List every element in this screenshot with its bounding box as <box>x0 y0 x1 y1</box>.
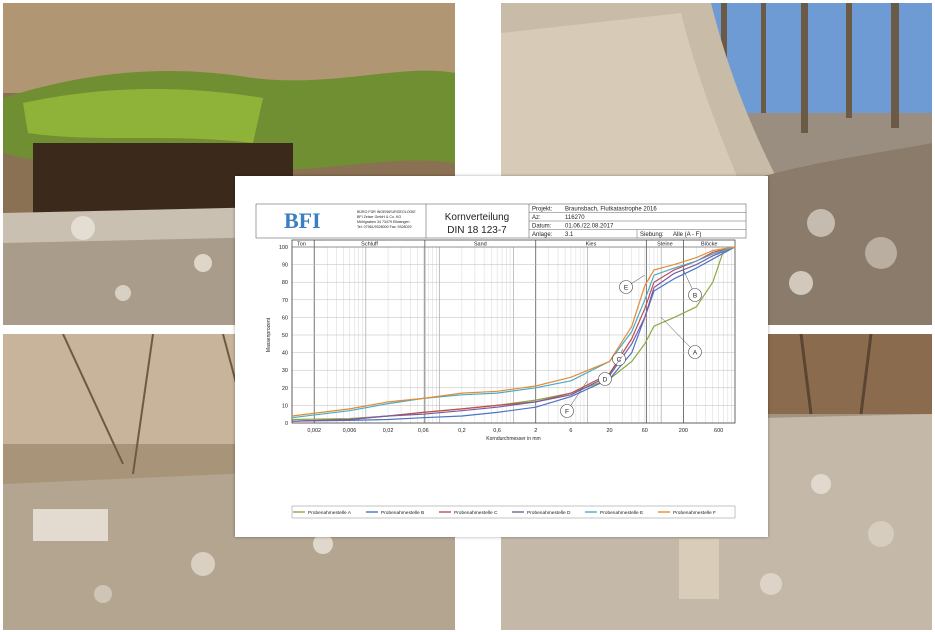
anlage-value: 3.1 <box>565 232 574 238</box>
company-line-3: Mühlgraben 34 73479 Ellwangen <box>357 220 410 224</box>
y-tick-label: 100 <box>279 245 288 251</box>
series-callouts: A B C D E F <box>560 269 702 418</box>
soil-class-label: Sand <box>474 242 487 248</box>
projekt-value: Braunsbach, Flutkatastrophe 2016 <box>565 207 657 213</box>
callout-label-A: A <box>693 349 698 356</box>
legend-entry-C: Probenahmestelle C <box>454 510 498 516</box>
company-line-1: BÜRO FÜR INGENIEURGEOLOGIE <box>357 210 416 214</box>
callout-label-F: F <box>565 408 569 415</box>
soil-class-label: Ton <box>297 242 306 248</box>
y-tick-label: 60 <box>282 315 288 321</box>
y-tick-label: 30 <box>282 368 288 374</box>
y-tick-label: 90 <box>282 263 288 269</box>
siebung-label: Siebung: <box>640 232 664 238</box>
legend-entry-E: Probenahmestelle E <box>600 510 643 516</box>
x-tick-label: 2 <box>534 428 537 434</box>
company-line-4: Tel: 07961/9328000 Fax: 9328029 <box>357 225 412 229</box>
x-tick-label: 6 <box>569 428 572 434</box>
datum-label: Datum: <box>532 224 552 230</box>
callout-circle-C <box>612 352 626 366</box>
y-tick-label: 70 <box>282 298 288 304</box>
chart-axes: 0 10 20 30 40 50 60 70 80 90 100 0,002 0,006 0,02 0,06… <box>266 239 736 442</box>
chart-legend: Probenahmestelle A Probenahmestelle B Prob… <box>291 505 736 519</box>
norm-label: DIN 18 123-7 <box>447 225 507 236</box>
company-line-2: BFI Zeiser GmbH & Co. KG <box>357 215 401 219</box>
x-tick-label: 200 <box>679 428 688 434</box>
callout-circle-F <box>560 404 574 418</box>
chart-title: Kornverteilung <box>445 212 509 223</box>
callout-circle-A <box>688 345 702 359</box>
soil-class-label: Steine <box>657 242 673 248</box>
callout-circle-B <box>688 288 702 302</box>
soil-class-label: Schluff <box>361 242 378 248</box>
legend-entry-F: Probenahmestelle F <box>673 510 716 516</box>
x-tick-label: 60 <box>642 428 648 434</box>
siebung-value: Alle (A - F) <box>673 232 701 238</box>
series-line-B <box>291 246 736 422</box>
series-line-D <box>291 246 736 422</box>
x-tick-label: 0,6 <box>493 428 501 434</box>
series-line-F <box>291 246 736 417</box>
callout-label-B: B <box>693 292 697 299</box>
y-tick-label: 80 <box>282 280 288 286</box>
az-label: Az: <box>532 215 541 221</box>
anlage-label: Anlage: <box>532 232 553 238</box>
legend-entry-D: Probenahmestelle D <box>527 510 571 516</box>
projekt-label: Projekt: <box>532 207 553 213</box>
chart-grid <box>291 240 735 424</box>
callout-label-D: D <box>603 376 608 383</box>
bfi-logo: BFI <box>284 208 321 233</box>
series-line-C <box>291 246 736 422</box>
grain-size-chart-card: BFI BÜRO FÜR INGENIEURGEOLOGIE BFI Zeise… <box>235 176 768 537</box>
x-tick-label: 0,2 <box>458 428 466 434</box>
x-tick-label: 0,06 <box>418 428 429 434</box>
x-tick-label: 20 <box>606 428 612 434</box>
x-tick-label: 0,002 <box>307 428 321 434</box>
x-tick-label: 0,006 <box>343 428 357 434</box>
y-tick-label: 50 <box>282 333 288 339</box>
y-tick-label: 10 <box>282 403 288 409</box>
legend-frame <box>291 505 736 519</box>
callout-circle-E <box>619 280 633 294</box>
callout-leader-A <box>660 317 696 353</box>
callout-circle-D <box>598 372 612 386</box>
x-tick-label: 0,02 <box>383 428 394 434</box>
datum-value: 01.06./22.08.2017 <box>565 224 614 230</box>
y-axis-label: Massenprozent <box>266 317 272 352</box>
az-value: 116270 <box>565 215 585 221</box>
soil-class-label: Blöcke <box>701 242 718 248</box>
legend-entry-A: Probenahmestelle A <box>308 510 352 516</box>
callout-label-C: C <box>617 356 622 363</box>
y-tick-label: 0 <box>285 421 288 427</box>
legend-entry-B: Probenahmestelle B <box>381 510 424 516</box>
plot-frame <box>291 239 736 424</box>
x-tick-label: 600 <box>714 428 723 434</box>
callout-label-E: E <box>624 284 629 291</box>
soil-class-label: Kies <box>586 242 597 248</box>
series-line-E <box>291 246 736 419</box>
soil-class-band: Ton Schluff Sand Kies Steine Blöcke <box>297 242 717 248</box>
y-tick-label: 40 <box>282 351 288 357</box>
y-tick-label: 20 <box>282 386 288 392</box>
x-axis-label: Korndurchmesser in mm <box>486 436 540 442</box>
